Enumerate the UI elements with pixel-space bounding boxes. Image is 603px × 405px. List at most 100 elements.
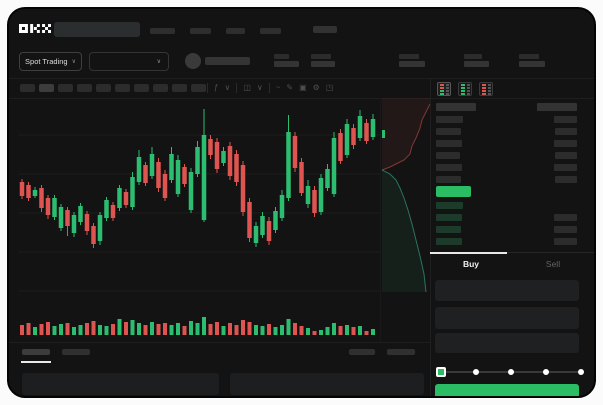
buy-button[interactable] — [435, 384, 579, 396]
stat-value-placeholder — [399, 61, 425, 67]
slider-stop[interactable] — [578, 369, 584, 375]
ticker-stat — [311, 54, 335, 67]
candle-body — [97, 215, 103, 241]
market-type-selector[interactable]: Spot Trading ∨ — [19, 52, 82, 71]
price-input[interactable] — [435, 280, 579, 301]
candle-body — [325, 169, 330, 188]
draw-icon[interactable]: ✎ — [286, 83, 294, 92]
timeframe-button[interactable] — [134, 84, 149, 92]
candle-body — [351, 128, 356, 145]
bid-row[interactable] — [436, 226, 584, 233]
candle-body — [234, 154, 239, 182]
timeframe-button[interactable] — [96, 84, 111, 92]
timeframe-button[interactable] — [115, 84, 130, 92]
candle-body — [149, 154, 155, 176]
bid-row[interactable] — [436, 238, 584, 245]
slider-stop[interactable] — [508, 369, 514, 375]
pair-dropdown[interactable]: ∨ — [89, 52, 169, 71]
candle-body — [182, 167, 187, 184]
bid-price-placeholder — [436, 214, 462, 221]
chevron-down-icon[interactable]: ∨ — [224, 83, 231, 92]
stat-label-placeholder — [399, 54, 419, 59]
bid-amount-placeholder — [554, 226, 577, 233]
timeframe-button[interactable] — [77, 84, 92, 92]
volume-bar — [312, 331, 317, 335]
timeframe-button[interactable] — [58, 84, 73, 92]
timeframe-button[interactable] — [172, 84, 187, 92]
volume-bar — [117, 319, 122, 335]
bottom-link[interactable] — [349, 349, 375, 355]
trade-tabbar: Buy Sell — [430, 252, 594, 275]
column-header-placeholder — [537, 103, 577, 111]
candle-body — [39, 188, 44, 208]
nav-item[interactable] — [226, 28, 245, 34]
timeframe-button[interactable] — [39, 84, 54, 92]
nav-item-right[interactable] — [313, 26, 337, 33]
chevron-down-icon[interactable]: ∨ — [256, 83, 263, 92]
indicators-icon[interactable]: ƒ — [214, 83, 219, 92]
panel-divider — [430, 78, 431, 396]
orderbook-combined-icon[interactable] — [437, 82, 451, 96]
coin-avatar — [185, 53, 201, 69]
snapshot-icon[interactable]: ▣ — [299, 83, 307, 92]
bottom-field-right[interactable] — [230, 373, 424, 395]
candle-body — [143, 165, 148, 183]
bottom-tab[interactable] — [62, 349, 90, 355]
volume-bar — [104, 326, 109, 335]
stat-label-placeholder — [274, 54, 289, 59]
volume-bar — [338, 326, 343, 335]
bottom-tab[interactable] — [22, 349, 50, 355]
slider-stop[interactable] — [473, 369, 479, 375]
volume-bar — [241, 320, 245, 335]
column-header-placeholder — [436, 103, 476, 111]
timeframe-button[interactable] — [191, 84, 206, 92]
volume-bar — [247, 322, 252, 335]
candle-style-icon[interactable]: ◫ — [243, 83, 251, 92]
amount-slider[interactable] — [436, 367, 584, 377]
orderbook-bids-icon[interactable] — [458, 82, 472, 96]
amount-input[interactable] — [435, 307, 579, 329]
stat-label-placeholder — [311, 54, 331, 59]
line-type-icon[interactable]: ~ — [275, 83, 281, 92]
tab-buy[interactable]: Buy — [462, 259, 480, 269]
bid-price-placeholder — [436, 202, 463, 209]
candle-body — [130, 177, 135, 207]
bottom-field-left[interactable] — [22, 373, 219, 395]
ask-price-placeholder — [436, 128, 461, 135]
ask-row[interactable] — [436, 176, 584, 183]
stat-value-placeholder — [274, 61, 299, 67]
bottom-link[interactable] — [387, 349, 415, 355]
ask-row[interactable] — [436, 152, 584, 159]
ask-row[interactable] — [436, 164, 584, 171]
ask-amount-placeholder — [555, 128, 577, 135]
orderbook-asks-icon[interactable] — [479, 82, 493, 96]
volume-bar — [195, 323, 200, 335]
total-input[interactable] — [435, 333, 579, 353]
bid-row[interactable] — [436, 214, 584, 221]
nav-item[interactable] — [260, 28, 281, 34]
bid-row[interactable] — [436, 202, 584, 209]
search-input[interactable] — [54, 22, 140, 37]
timeframe-button[interactable] — [153, 84, 168, 92]
candle-body — [221, 151, 226, 163]
volume-bar — [78, 325, 83, 335]
slider-handle[interactable] — [436, 367, 446, 377]
stat-value-placeholder — [311, 61, 335, 67]
candle-body — [370, 119, 376, 137]
volume-bar — [176, 323, 180, 335]
slider-stop[interactable] — [543, 369, 549, 375]
nav-item[interactable] — [150, 28, 175, 34]
ask-amount-placeholder — [554, 164, 577, 171]
fullscreen-icon[interactable]: ◳ — [325, 83, 334, 92]
last-price-badge[interactable] — [436, 186, 471, 197]
ask-row[interactable] — [436, 116, 584, 123]
tab-sell[interactable]: Sell — [545, 259, 561, 269]
ask-row[interactable] — [436, 140, 584, 147]
active-bottom-tab-indicator — [21, 361, 51, 363]
timeframe-button[interactable] — [20, 84, 35, 92]
nav-item[interactable] — [190, 28, 211, 34]
price-chart[interactable] — [19, 98, 380, 340]
settings-icon[interactable]: ⚙ — [312, 83, 320, 92]
ask-row[interactable] — [436, 128, 584, 135]
volume-bar — [156, 324, 161, 335]
